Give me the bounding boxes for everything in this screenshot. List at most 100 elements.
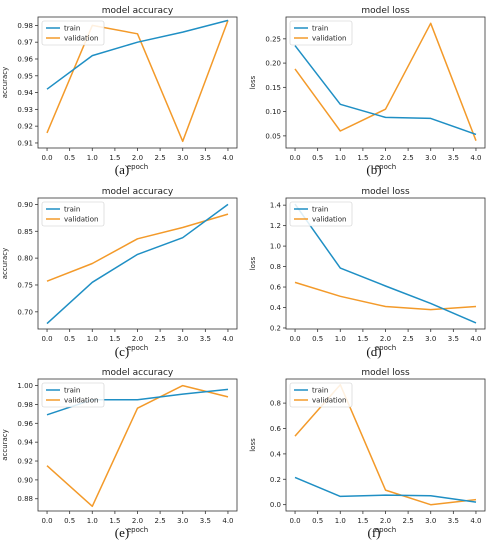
legend-label-train: train — [312, 25, 328, 33]
chart-panel-5: model loss 0.0 0.5 1.0 1.5 2.0 2.5 3.0 3.5 4.0 epo… — [249, 368, 486, 534]
x-tick-label: 0.5 — [64, 154, 75, 162]
y-tick-label: 0.8 — [270, 400, 281, 408]
x-tick-label: 2.5 — [155, 335, 166, 343]
y-tick-label: 0.85 — [17, 228, 33, 236]
legend-label-train: train — [64, 206, 80, 214]
y-axis-label: loss — [249, 438, 257, 452]
y-tick-label: 0.6 — [270, 284, 282, 292]
legend-box — [41, 201, 105, 227]
legend-label-validation: validation — [312, 35, 346, 43]
y-tick-label: 0.98 — [17, 22, 33, 30]
y-tick-label: 0.80 — [17, 255, 33, 263]
y-axis-label: loss — [249, 256, 257, 270]
y-tick-label: 0.4 — [270, 304, 282, 312]
y-tick-label: 0.92 — [17, 123, 33, 131]
legend-label-validation: validation — [312, 397, 346, 405]
legend-box — [289, 20, 353, 46]
legend-label-train: train — [64, 25, 80, 33]
x-tick-label: 2.0 — [380, 517, 391, 525]
x-tick-label: 2.5 — [155, 154, 166, 162]
y-tick-label: 0.97 — [17, 39, 33, 47]
y-tick-label: 0.70 — [17, 308, 33, 316]
y-tick-label: 0.2 — [270, 476, 281, 484]
y-axis-label: accuracy — [1, 67, 9, 99]
panel-label: (e) — [114, 525, 130, 540]
x-tick-label: 2.5 — [403, 517, 414, 525]
y-tick-label: 1.4 — [270, 202, 282, 210]
y-tick-label: 0.4 — [270, 450, 282, 458]
y-axis-label: accuracy — [1, 248, 9, 280]
x-axis-label: epoch — [375, 526, 396, 534]
x-tick-label: 3.0 — [425, 335, 436, 343]
x-tick-label: 4.0 — [470, 517, 481, 525]
x-tick-label: 1.0 — [87, 517, 98, 525]
y-tick-label: 0.90 — [17, 201, 33, 209]
chart-panel-4: model accuracy 0.0 0.5 1.0 1.5 2.0 2.5 3.0 3.5 4.… — [1, 368, 238, 534]
x-tick-label: 2.0 — [132, 335, 143, 343]
x-tick-label: 2.5 — [155, 517, 166, 525]
x-tick-label: 2.0 — [132, 154, 143, 162]
x-tick-label: 2.5 — [403, 154, 414, 162]
x-tick-label: 3.5 — [200, 335, 211, 343]
x-tick-label: 0.5 — [312, 154, 323, 162]
chart-title: model accuracy — [102, 6, 174, 16]
x-tick-label: 0.0 — [289, 517, 300, 525]
x-tick-label: 1.0 — [335, 154, 346, 162]
legend-label-train: train — [312, 387, 328, 395]
y-tick-label: 1.2 — [270, 222, 281, 230]
x-tick-label: 0.0 — [41, 154, 52, 162]
y-tick-label: 0.6 — [270, 425, 282, 433]
x-tick-label: 0.0 — [289, 154, 300, 162]
x-axis-label: epoch — [375, 163, 396, 171]
x-tick-label: 0.5 — [312, 517, 323, 525]
y-tick-label: 0.93 — [17, 106, 33, 114]
series-line-validation — [294, 22, 477, 141]
x-tick-label: 2.5 — [403, 335, 414, 343]
x-tick-label: 0.0 — [289, 335, 300, 343]
x-tick-label: 0.5 — [312, 335, 323, 343]
series-line-validation — [46, 20, 229, 143]
y-tick-label: 0.98 — [17, 401, 33, 409]
series-line-train — [294, 45, 477, 136]
y-tick-label: 0.96 — [17, 55, 33, 63]
series-line-validation — [46, 384, 229, 508]
x-tick-label: 0.5 — [64, 517, 75, 525]
y-tick-label: 1.00 — [17, 382, 33, 390]
y-tick-label: 1.0 — [270, 243, 281, 251]
series-line-train — [294, 203, 477, 324]
y-tick-label: 0.10 — [265, 108, 281, 116]
x-tick-label: 0.5 — [64, 335, 75, 343]
series-line-train — [46, 203, 229, 325]
x-tick-label: 1.5 — [357, 154, 368, 162]
x-tick-label: 2.0 — [132, 517, 143, 525]
y-tick-label: 0.2 — [270, 324, 281, 332]
y-tick-label: 0.0 — [270, 501, 281, 509]
legend-label-validation: validation — [64, 35, 98, 43]
chart-title: model loss — [361, 368, 410, 378]
x-tick-label: 1.0 — [335, 517, 346, 525]
x-tick-label: 0.0 — [41, 335, 52, 343]
x-tick-label: 1.5 — [109, 154, 120, 162]
y-tick-label: 0.05 — [265, 132, 281, 140]
x-axis-label: epoch — [127, 344, 148, 352]
legend-label-validation: validation — [312, 216, 346, 224]
x-tick-label: 3.5 — [448, 335, 459, 343]
x-tick-label: 3.0 — [425, 517, 436, 525]
x-tick-label: 3.0 — [177, 335, 188, 343]
chart-title: model accuracy — [102, 187, 174, 197]
y-tick-label: 0.15 — [265, 84, 281, 92]
chart-panel-0: model accuracy 0.0 0.5 1.0 1.5 2.0 2.5 3.0 3.5 4.… — [1, 6, 238, 171]
series-line-validation — [294, 281, 477, 311]
y-axis-label: accuracy — [1, 429, 9, 461]
y-tick-label: 0.25 — [265, 35, 281, 43]
legend-label-train: train — [64, 387, 80, 395]
series-line-train — [294, 476, 477, 503]
x-tick-label: 2.0 — [380, 335, 391, 343]
x-tick-label: 3.5 — [200, 517, 211, 525]
y-tick-label: 0.88 — [17, 495, 33, 503]
x-tick-label: 4.0 — [222, 517, 233, 525]
panel-label: (c) — [114, 344, 130, 359]
x-axis-label: epoch — [127, 526, 148, 534]
x-tick-label: 3.0 — [177, 154, 188, 162]
